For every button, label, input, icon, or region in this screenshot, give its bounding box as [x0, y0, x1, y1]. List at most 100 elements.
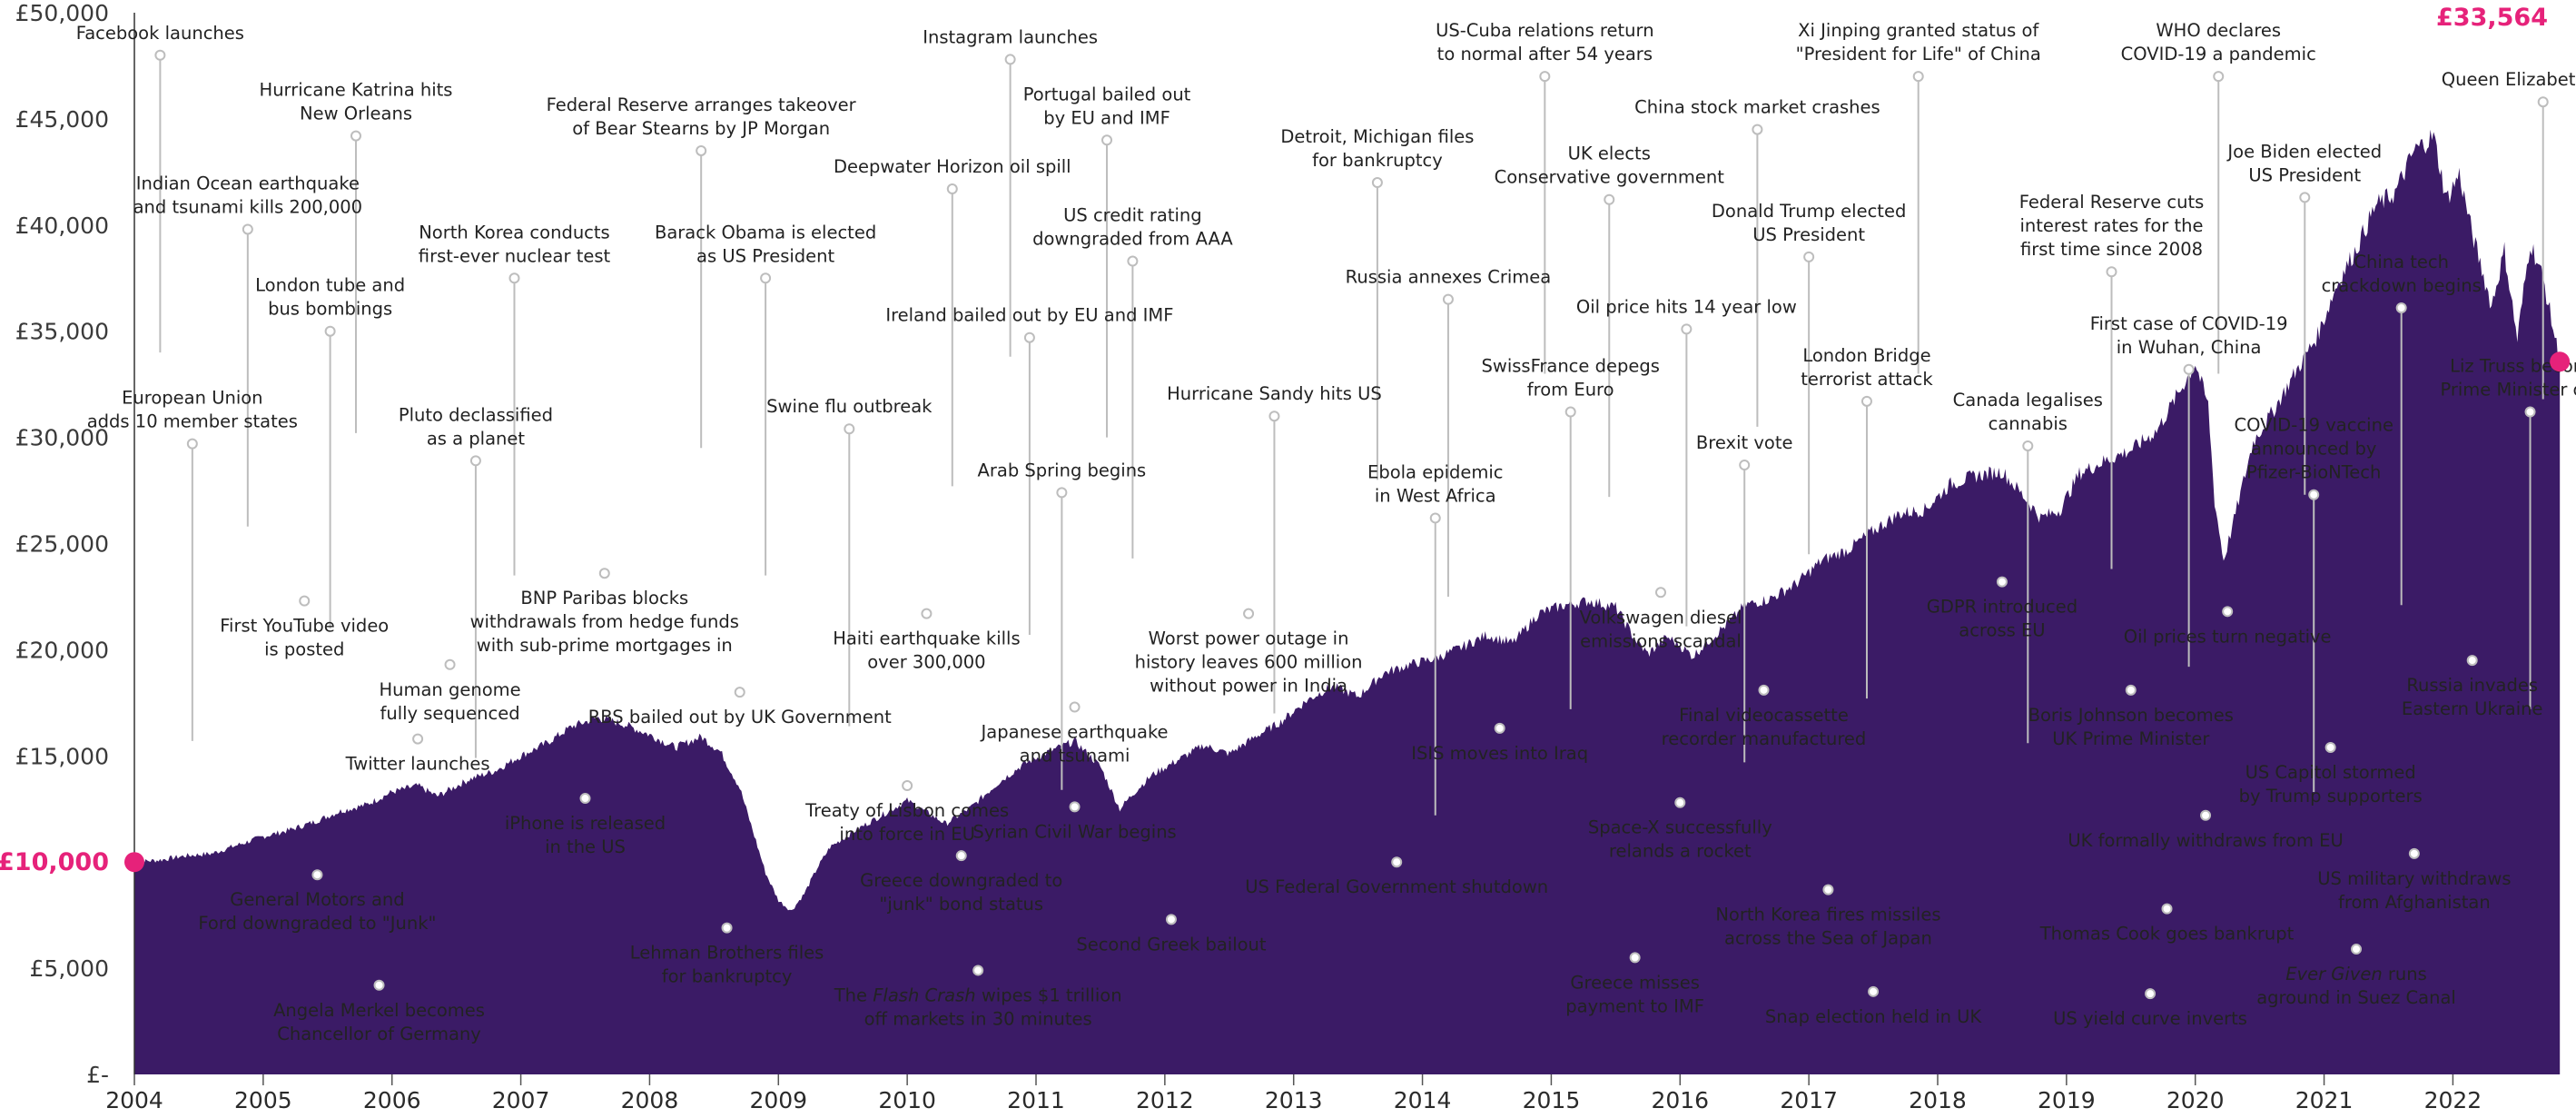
annotation-label: announced by — [2251, 439, 2377, 460]
annotation-dot — [2308, 489, 2320, 500]
x-tick-label: 2015 — [1523, 1087, 1581, 1113]
annotation-label: crackdown begins — [2322, 275, 2482, 296]
annotation-label: Ford downgraded to "Junk" — [198, 913, 436, 934]
annotation-label: Federal Reserve cuts — [2019, 192, 2205, 213]
annotation-label: First case of COVID-19 — [2090, 313, 2288, 334]
annotation-label: Thomas Cook goes bankrupt — [2039, 924, 2295, 945]
x-tick-label: 2004 — [105, 1087, 163, 1113]
annotation-label: Conservative government — [1495, 167, 1725, 188]
annotation-dot — [311, 869, 323, 881]
x-tick-label: 2017 — [1780, 1087, 1838, 1113]
annotation-label: Angela Merkel becomes — [273, 1000, 485, 1021]
annotation-label: history leaves 600 million — [1135, 652, 1363, 673]
annotation-label: WHO declares — [2156, 20, 2281, 41]
x-tick-label: 2007 — [492, 1087, 550, 1113]
annotation-label: RBS bailed out by UK Government — [588, 707, 892, 727]
annotation-dot — [2351, 944, 2363, 955]
y-tick-label: £5,000 — [30, 955, 109, 982]
annotation-dot — [1752, 124, 1763, 135]
annotation-label: for bankruptcy — [1312, 150, 1443, 171]
annotation-label: downgraded from AAA — [1032, 229, 1233, 250]
y-tick-label: £25,000 — [15, 531, 109, 558]
axes: £- £5,000 £10,000 £15,000 £20,000 £25,000 £30,… — [0, 0, 2482, 1113]
annotation-label: iPhone is released — [505, 813, 666, 834]
annotation-label: Hurricane Katrina hits — [260, 80, 453, 101]
annotation-dot — [469, 455, 481, 467]
annotation-dot — [955, 850, 967, 862]
annotation-label: into force in EU — [839, 824, 974, 845]
annotation-label: to normal after 54 years — [1437, 44, 1653, 64]
end-value-label: £33,564 — [2436, 4, 2548, 32]
annotation-label: BNP Paribas blocks — [520, 588, 688, 608]
x-tick-label: 2016 — [1651, 1087, 1709, 1113]
y-tick-label: £15,000 — [15, 743, 109, 769]
annotation-label: UK elects — [1568, 143, 1651, 164]
annotation-label: Human genome — [379, 679, 520, 700]
annotation-label: US yield curve inverts — [2053, 1008, 2247, 1029]
annotation-label: recorder manufactured — [1662, 728, 1867, 749]
annotation-label: The Flash Crash wipes $1 trillion — [834, 984, 1122, 1005]
annotation-label: Pluto declassified — [399, 404, 553, 425]
annotation-label: Federal Reserve arranges takeover — [547, 94, 857, 115]
annotation-label: US President — [1752, 224, 1865, 245]
annotation-dot — [2125, 684, 2137, 696]
annotation-label: Hurricane Sandy hits US — [1167, 383, 1382, 404]
annotation-label: Detroit, Michigan files — [1280, 126, 1474, 147]
annotation-dot — [760, 272, 772, 284]
annotation-label: by Trump supporters — [2239, 786, 2423, 806]
annotation-dot — [1268, 411, 1280, 422]
annotation-dot — [2524, 406, 2536, 418]
area-layer — [134, 129, 2561, 1074]
annotation-dot — [1912, 71, 1924, 83]
annotation-label: Eastern Ukraine — [2402, 698, 2543, 719]
annotation-dot — [1681, 323, 1693, 335]
annotation-label: bus bombings — [268, 299, 392, 320]
annotation-dot — [2222, 606, 2234, 618]
annotation-label: ISIS moves into Iraq — [1411, 743, 1588, 764]
annotation-dot — [2408, 847, 2420, 859]
annotation-label: North Korea conducts — [419, 222, 610, 242]
annotation-label: US Capitol stormed — [2245, 762, 2416, 783]
annotation-label: without power in India — [1150, 676, 1347, 697]
annotation-label: Greece misses — [1570, 972, 1700, 993]
x-tick-label: 2020 — [2166, 1087, 2225, 1113]
annotation-dot — [1674, 796, 1686, 808]
annotation-label: relands a rocket — [1609, 841, 1752, 862]
annotation-dot — [921, 608, 933, 619]
annotation-label: interest rates for the — [2020, 215, 2204, 236]
annotation-dot — [154, 49, 166, 61]
annotation-label: New Orleans — [300, 104, 412, 124]
annotation-dot — [2145, 988, 2157, 1000]
annotation-label: Haiti earthquake kills — [833, 628, 1020, 649]
x-tick-label: 2008 — [621, 1087, 679, 1113]
x-tick-label: 2011 — [1007, 1087, 1065, 1113]
annotation-dot — [1868, 985, 1880, 997]
annotation-dot — [721, 922, 733, 934]
annotation-label: Ebola epidemic — [1367, 461, 1504, 482]
annotation-dot — [324, 325, 336, 337]
annotation-dot — [972, 965, 984, 976]
annotation-label: and tsunami — [1020, 746, 1130, 767]
annotation-dot — [299, 595, 311, 607]
annotation-label: UK Prime Minister — [2052, 728, 2210, 749]
annotation-dot — [1069, 701, 1081, 713]
annotation-dot — [1023, 331, 1035, 343]
annotation-dot — [1655, 587, 1667, 599]
x-tick-label: 2021 — [2295, 1087, 2354, 1113]
annotation-label: in West Africa — [1375, 485, 1496, 506]
annotation-label: Canada legalises — [1953, 390, 2103, 411]
annotation-dot — [1564, 406, 1576, 418]
annotation-label: Ireland bailed out by EU and IMF — [885, 305, 1173, 326]
annotation-label: Treaty of Lisbon comes — [804, 800, 1009, 821]
x-tick-label: 2013 — [1265, 1087, 1323, 1113]
end-markers: £33,564 — [124, 4, 2571, 873]
annotation-dot — [1127, 255, 1139, 267]
annotation-label: US military withdraws — [2317, 868, 2511, 889]
annotation-label: Greece downgraded to — [860, 870, 1062, 891]
x-tick-label: 2022 — [2424, 1087, 2482, 1113]
annotation-label: Instagram launches — [923, 26, 1098, 47]
annotation-label: COVID-19 a pandemic — [2121, 44, 2316, 64]
annotation-label: Syrian Civil War begins — [972, 821, 1176, 842]
annotation-label: US credit rating — [1063, 205, 1202, 226]
